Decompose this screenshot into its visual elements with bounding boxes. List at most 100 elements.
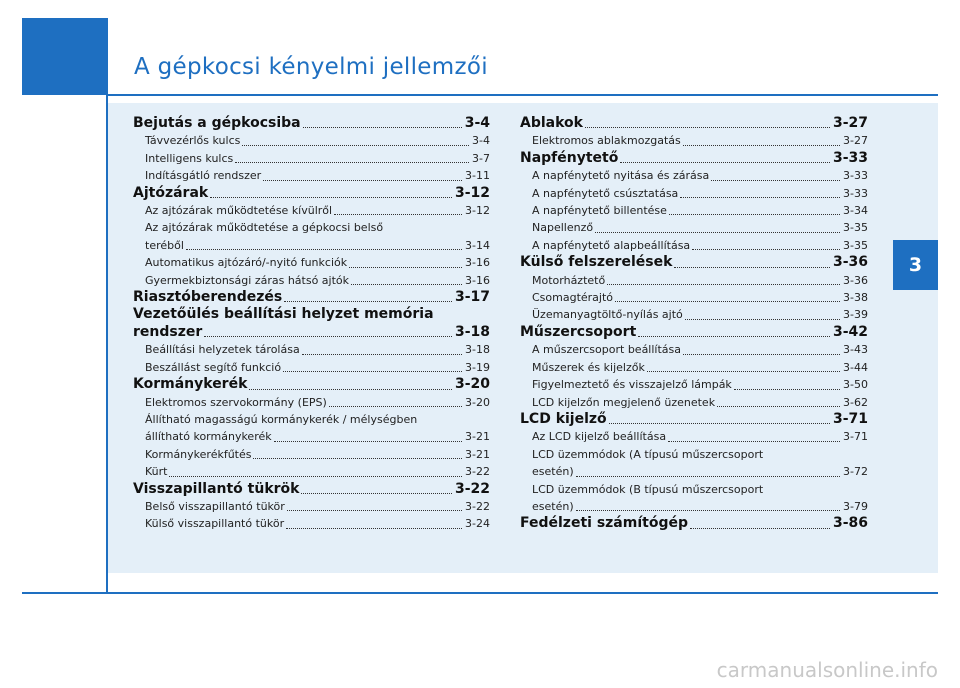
corner-block xyxy=(22,18,107,95)
sub-entry: Távvezérlős kulcs 3-4 xyxy=(133,132,490,149)
dot-leader xyxy=(351,284,463,286)
sub-entry: Figyelmeztető és visszajelző lámpák 3-50 xyxy=(520,376,868,393)
entry-title: Visszapillantó tükrök xyxy=(133,480,300,497)
entry-title: esetén) xyxy=(532,499,574,513)
sub-entry: Elektromos szervokormány (EPS) 3-20 xyxy=(133,394,490,411)
entry-title: Műszerek és kijelzők xyxy=(532,360,645,374)
toc-column: Bejutás a gépkocsiba 3-4 Távvezérlős kulcs… xyxy=(133,115,490,533)
entry-title: A napfénytető alapbeállítása xyxy=(532,238,691,252)
section-entry: Bejutás a gépkocsiba 3-4 xyxy=(133,115,490,132)
section-entry: Műszercsoport 3-42 xyxy=(520,324,868,341)
dot-leader xyxy=(210,197,452,199)
section-entry: LCD kijelző 3-71 xyxy=(520,411,868,428)
page-number: 3-20 xyxy=(454,376,490,393)
dot-leader xyxy=(185,249,463,251)
section-entry: Visszapillantó tükrök 3-22 xyxy=(133,481,490,498)
sub-entry: A napfénytető nyitása és zárása 3-33 xyxy=(520,167,868,184)
dot-leader xyxy=(302,127,462,129)
page-number: 3-39 xyxy=(843,308,868,322)
watermark: carmanualsonline.info xyxy=(716,658,938,682)
dot-leader xyxy=(242,144,470,146)
entry-title: Az ajtózárak működtetése a gépkocsi bels… xyxy=(145,221,384,235)
sub-entry: Motorháztető 3-36 xyxy=(520,272,868,289)
entry-title: Távvezérlős kulcs xyxy=(145,134,241,148)
page-number: 3-22 xyxy=(454,480,490,497)
dot-leader xyxy=(711,179,841,181)
sub-entry: Állítható magasságú kormánykerék / mélys… xyxy=(133,411,490,428)
dot-leader xyxy=(284,301,452,303)
dot-leader xyxy=(668,214,841,216)
entry-title: állítható kormánykerék xyxy=(145,430,272,444)
entry-title: Beállítási helyzetek tárolása xyxy=(145,343,300,357)
sub-entry: Csomagtérajtó 3-38 xyxy=(520,289,868,306)
entry-title: Külső felszerelések xyxy=(520,254,673,271)
dot-leader xyxy=(646,371,841,373)
dot-leader xyxy=(620,162,830,164)
entry-title: Automatikus ajtózáró/-nyitó funkciók xyxy=(145,256,348,270)
sub-entry: A napfénytető csúsztatása 3-33 xyxy=(520,185,868,202)
contents-panel xyxy=(108,103,938,573)
dot-leader xyxy=(349,266,463,268)
page-number: 3-79 xyxy=(843,499,868,513)
entry-title: Indításgátló rendszer xyxy=(145,169,262,183)
sub-entry: Elektromos ablakmozgatás 3-27 xyxy=(520,132,868,149)
page-number: 3-33 xyxy=(832,149,868,166)
entry-title: Ajtózárak xyxy=(133,184,209,201)
section-entry: Fedélzeti számítógép 3-86 xyxy=(520,515,868,532)
section-entry: Kormánykerék 3-20 xyxy=(133,376,490,393)
sub-entry: LCD kijelzőn megjelenő üzenetek 3-62 xyxy=(520,394,868,411)
dot-leader xyxy=(249,388,452,390)
sub-entry: Kürt 3-22 xyxy=(133,463,490,480)
page-number: 3-43 xyxy=(843,343,868,357)
entry-title: LCD üzemmódok (B típusú műszercsoport xyxy=(532,482,764,496)
sub-entry: állítható kormánykerék 3-21 xyxy=(133,428,490,445)
entry-title: Motorháztető xyxy=(532,273,606,287)
page-number: 3-38 xyxy=(843,291,868,305)
entry-title: A napfénytető nyitása és zárása xyxy=(532,169,710,183)
dot-leader xyxy=(334,214,463,216)
bottom-rule xyxy=(22,592,938,594)
page-number: 3-71 xyxy=(832,410,868,427)
dot-leader xyxy=(674,266,830,268)
entry-title: Kormánykerékfűtés xyxy=(145,447,252,461)
vertical-rule xyxy=(106,18,108,593)
dot-leader xyxy=(204,336,452,338)
page-number: 3-50 xyxy=(843,378,868,392)
page-number: 3-24 xyxy=(465,517,490,531)
entry-title: A műszercsoport beállítása xyxy=(532,343,681,357)
sub-entry: Beszállást segítő funkció 3-19 xyxy=(133,359,490,376)
page-number: 3-33 xyxy=(843,186,868,200)
page-number: 3-62 xyxy=(843,395,868,409)
page-number: 3-36 xyxy=(843,273,868,287)
entry-title: Az ajtózárak működtetése kívülről xyxy=(145,204,333,218)
sub-entry: Beállítási helyzetek tárolása 3-18 xyxy=(133,341,490,358)
entry-title: rendszer xyxy=(133,323,203,340)
entry-title: Csomagtérajtó xyxy=(532,291,614,305)
sub-entry: LCD üzemmódok (B típusú műszercsoport xyxy=(520,481,868,498)
page-number: 3-17 xyxy=(454,289,490,306)
entry-title: Riasztóberendezés xyxy=(133,289,283,306)
dot-leader xyxy=(253,458,463,460)
page-number: 3-12 xyxy=(454,184,490,201)
dot-leader xyxy=(733,388,841,390)
page-number: 3-36 xyxy=(832,254,868,271)
sub-entry: Az LCD kijelző beállítása 3-71 xyxy=(520,428,868,445)
dot-leader xyxy=(263,179,463,181)
page-number: 3-22 xyxy=(465,499,490,513)
entry-title: Bejutás a gépkocsiba xyxy=(133,115,301,131)
sub-entry: A napfénytető alapbeállítása 3-35 xyxy=(520,237,868,254)
section-entry: Riasztóberendezés 3-17 xyxy=(133,289,490,306)
page-number: 3-20 xyxy=(465,395,490,409)
page-number: 3-22 xyxy=(465,465,490,479)
entry-title: Kormánykerék xyxy=(133,376,248,393)
entry-title: Gyermekbiztonsági záras hátsó ajtók xyxy=(145,273,350,287)
entry-title: Intelligens kulcs xyxy=(145,151,234,165)
entry-title: Elektromos szervokormány (EPS) xyxy=(145,395,327,409)
page-number: 3-4 xyxy=(472,134,490,148)
dot-leader xyxy=(584,127,830,129)
dot-leader xyxy=(717,405,841,407)
dot-leader xyxy=(286,510,463,512)
dot-leader xyxy=(689,527,830,529)
sub-entry: esetén) 3-79 xyxy=(520,498,868,515)
page-number: 3-19 xyxy=(465,360,490,374)
